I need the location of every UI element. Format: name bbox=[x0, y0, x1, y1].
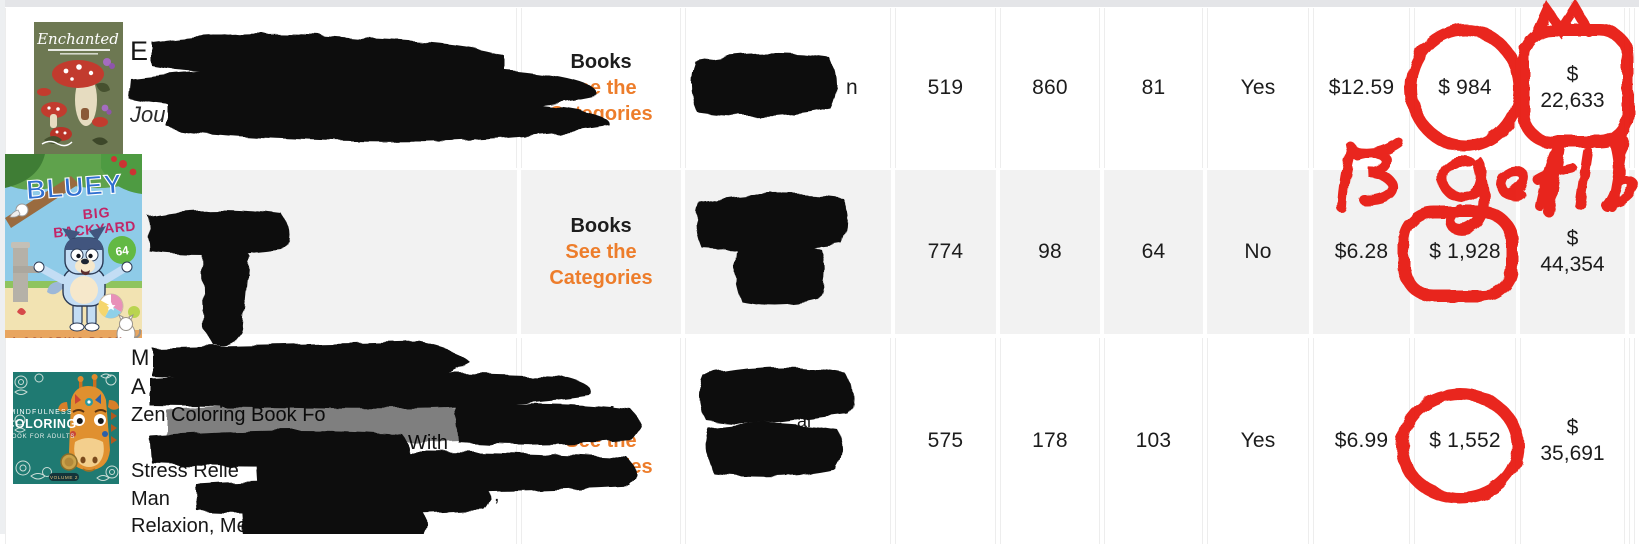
cell-keyword-redacted bbox=[685, 170, 891, 334]
value-text: 81 bbox=[1141, 76, 1166, 99]
category-label: Books bbox=[570, 404, 632, 426]
value-text: $ 1,552 bbox=[1429, 429, 1501, 452]
cell-money: $ 1,552 bbox=[1414, 338, 1516, 544]
table-row: MINDFULNESS COLORING BOOK FOR ADULTS VOL… bbox=[5, 338, 1635, 544]
value-text: $6.99 bbox=[1334, 429, 1389, 452]
value-text: No bbox=[1244, 240, 1272, 263]
top-border-strip bbox=[0, 0, 1639, 7]
see-the-categories-link[interactable]: See the Categories bbox=[549, 241, 653, 289]
value-text: 103 bbox=[1135, 429, 1172, 452]
cell-value: 774 bbox=[895, 170, 996, 334]
giraffe-illustration bbox=[58, 374, 119, 472]
floral-doodles bbox=[14, 373, 119, 481]
cell-value: 575 bbox=[895, 338, 996, 544]
volume-pill: VOLUME 2 bbox=[49, 473, 79, 481]
svg-text:64: 64 bbox=[115, 243, 130, 259]
book-cover-bluey-art[interactable]: BLUEY BIG BACKYARD 64 bbox=[5, 154, 142, 350]
cell-money-wrapped: $22,633 bbox=[1520, 8, 1625, 168]
cell-value: 178 bbox=[1000, 338, 1100, 544]
value-text: 178 bbox=[1032, 429, 1068, 452]
cell-money: $ 1,928 bbox=[1414, 170, 1516, 334]
cell-money-wrapped: $35,691 bbox=[1520, 338, 1625, 544]
partial-next-column bbox=[1629, 8, 1635, 168]
cell-value: 98 bbox=[1000, 170, 1100, 334]
cell-bestseller: Yes bbox=[1207, 338, 1309, 544]
currency-symbol: $ bbox=[1566, 63, 1579, 86]
cell-keyword-redacted: n bbox=[685, 8, 891, 168]
red-flower bbox=[17, 308, 26, 315]
beach-ball bbox=[98, 293, 124, 319]
cover-title-bluey: BLUEY bbox=[25, 169, 123, 206]
partial-next-column bbox=[1629, 170, 1635, 334]
cell-category: Books See the Categories bbox=[521, 170, 681, 334]
cell-bestseller: No bbox=[1207, 170, 1309, 334]
value-text: $ 1,928 bbox=[1429, 240, 1501, 263]
cell-category: Books See the Categories bbox=[521, 338, 681, 544]
value-text: $ 984 bbox=[1438, 76, 1492, 99]
book-cover-bluey[interactable]: BLUEY BIG BACKYARD 64 bbox=[5, 154, 142, 350]
cell-value: 103 bbox=[1104, 338, 1203, 544]
category-label: Books bbox=[570, 51, 632, 73]
cell-price: $6.28 bbox=[1313, 170, 1410, 334]
value-text: 64 bbox=[1141, 240, 1166, 263]
cell-value: 519 bbox=[895, 8, 996, 168]
amount-text: 35,691 bbox=[1540, 442, 1605, 465]
value-text: 774 bbox=[927, 240, 964, 263]
see-the-categories-link[interactable]: See the Categories bbox=[549, 430, 653, 478]
mushroom-illustration bbox=[37, 58, 115, 146]
cell-category: Books See the Categories bbox=[521, 8, 681, 168]
amount-text: 44,354 bbox=[1540, 253, 1605, 276]
cell-price: $12.59 bbox=[1313, 8, 1410, 168]
cell-keyword-redacted bbox=[685, 338, 891, 544]
left-border-strip bbox=[0, 0, 5, 534]
book-cover-mindfulness[interactable]: MINDFULNESS COLORING BOOK FOR ADULTS VOL… bbox=[13, 372, 119, 484]
bluey-character bbox=[33, 226, 133, 332]
value-text: $6.28 bbox=[1334, 240, 1389, 263]
cell-money: $ 984 bbox=[1414, 8, 1516, 168]
table-row: BLUEY BIG BACKYARD 64 bbox=[5, 154, 1635, 350]
book-cover-enchanted[interactable]: Enchanted bbox=[34, 22, 123, 154]
cell-book: Enchanted bbox=[5, 8, 517, 168]
value-text: 519 bbox=[927, 76, 964, 99]
cell-value: 860 bbox=[1000, 8, 1100, 168]
see-the-categories-link[interactable]: See the Categories bbox=[549, 77, 653, 125]
value-text: 575 bbox=[927, 429, 964, 452]
cell-money-wrapped: $44,354 bbox=[1520, 170, 1625, 334]
value-text: 98 bbox=[1038, 240, 1062, 263]
value-text: Yes bbox=[1240, 429, 1276, 452]
amount-text: 22,633 bbox=[1540, 89, 1605, 112]
bird bbox=[9, 203, 29, 218]
cover-line-book-for-adults: BOOK FOR ADULTS bbox=[13, 434, 75, 440]
cover-line-mindfulness: MINDFULNESS bbox=[13, 409, 73, 416]
cell-book: BLUEY BIG BACKYARD 64 bbox=[5, 154, 517, 350]
category-label: Books bbox=[570, 215, 632, 237]
green-ball bbox=[128, 306, 140, 318]
author-signature bbox=[41, 140, 73, 147]
cell-value: 81 bbox=[1104, 8, 1203, 168]
keyword-fragment: n bbox=[846, 76, 858, 99]
book-cover-mindfulness-art[interactable]: MINDFULNESS COLORING BOOK FOR ADULTS VOL… bbox=[13, 372, 119, 484]
cell-book: MINDFULNESS COLORING BOOK FOR ADULTS VOL… bbox=[5, 338, 517, 544]
svg-text:VOLUME 2: VOLUME 2 bbox=[50, 475, 78, 480]
value-text: $12.59 bbox=[1328, 76, 1395, 99]
currency-symbol: $ bbox=[1566, 416, 1579, 439]
gold-badge bbox=[60, 453, 78, 471]
table-row: Enchanted bbox=[5, 8, 1635, 168]
cover-line-coloring: COLORING bbox=[13, 417, 77, 431]
value-text: Yes bbox=[1240, 76, 1276, 99]
currency-symbol: $ bbox=[1566, 227, 1579, 250]
book-cover-enchanted-art[interactable]: Enchanted bbox=[34, 22, 123, 154]
cell-price: $6.99 bbox=[1313, 338, 1410, 544]
cell-value: 64 bbox=[1104, 170, 1203, 334]
value-text: 860 bbox=[1032, 76, 1068, 99]
cover-subtitle-big: BIG bbox=[82, 204, 111, 222]
cover-title-text: Enchanted bbox=[36, 30, 119, 48]
badge-64: 64 bbox=[108, 236, 136, 264]
cell-bestseller: Yes bbox=[1207, 8, 1309, 168]
fence-post bbox=[11, 242, 39, 302]
partial-next-column bbox=[1629, 338, 1635, 544]
